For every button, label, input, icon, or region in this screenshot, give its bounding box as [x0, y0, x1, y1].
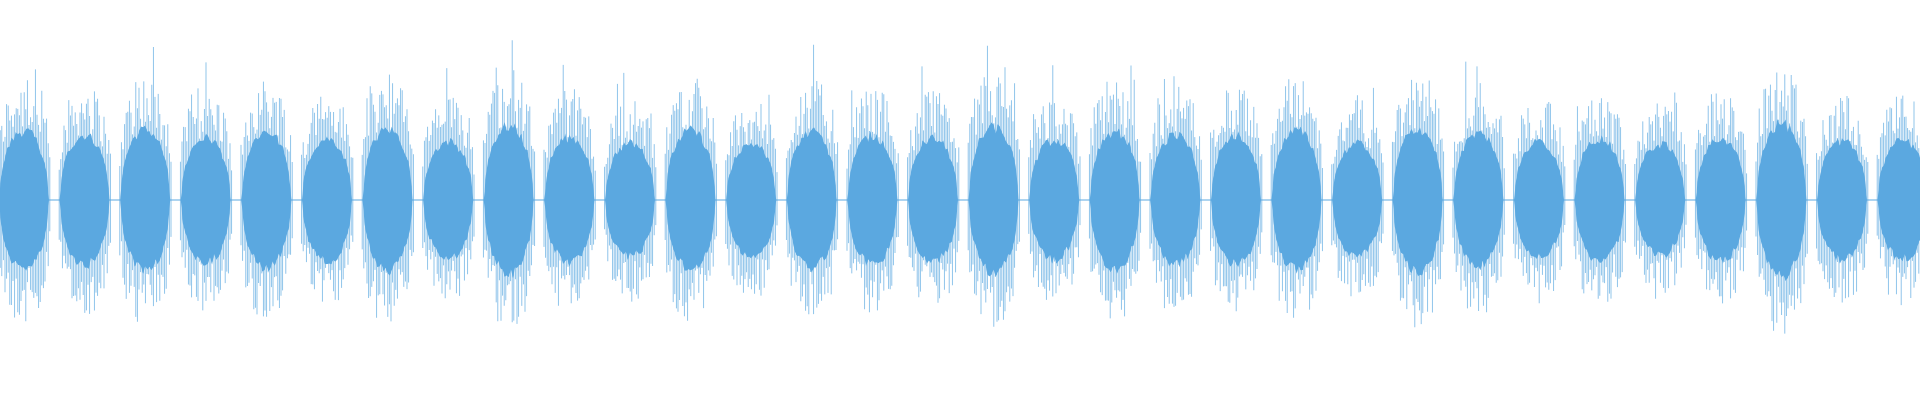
waveform-core — [1392, 127, 1443, 277]
waveform-core — [1635, 141, 1686, 258]
waveform-core — [120, 125, 171, 274]
waveform-core — [847, 131, 898, 267]
waveform-core — [605, 139, 655, 260]
waveform-core — [726, 142, 777, 259]
waveform-core — [1332, 139, 1383, 258]
waveform-core — [1089, 128, 1140, 274]
waveform-core — [302, 136, 352, 265]
waveform-core — [908, 134, 958, 264]
waveform-core — [423, 138, 474, 261]
waveform-core — [1029, 139, 1080, 264]
waveform-core — [1574, 135, 1625, 263]
waveform-core — [786, 127, 837, 273]
waveform-core — [241, 130, 292, 272]
waveform-core — [1211, 131, 1261, 268]
waveform-core — [544, 133, 595, 267]
waveform-core — [59, 133, 110, 269]
waveform-core — [362, 126, 413, 276]
waveform-core — [1514, 138, 1564, 259]
waveform-core — [968, 122, 1019, 277]
waveform-core — [1150, 131, 1201, 268]
waveform-core — [0, 128, 49, 271]
waveform-core — [1877, 137, 1920, 262]
waveform-core — [180, 133, 231, 266]
waveform-core — [1695, 137, 1746, 264]
waveform-core — [665, 125, 716, 271]
waveform-core — [1453, 130, 1504, 271]
waveform-core — [1817, 137, 1867, 264]
waveform-core — [483, 122, 534, 279]
waveform-core — [1756, 118, 1807, 282]
waveform-core — [1271, 126, 1322, 274]
